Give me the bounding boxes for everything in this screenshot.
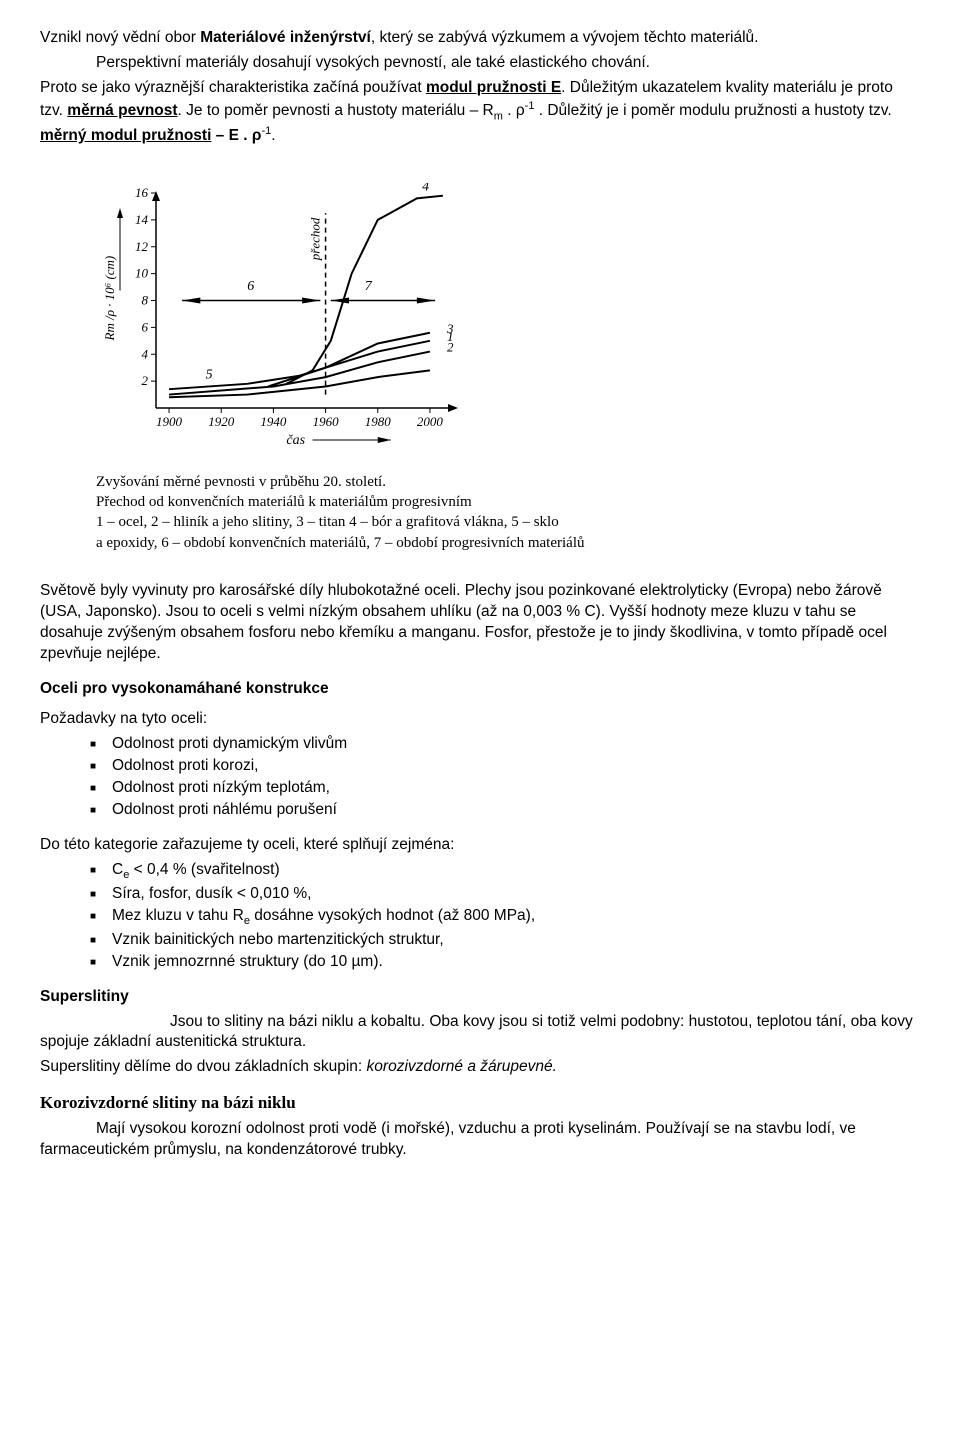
list-item: Vznik jemnozrnné struktury (do 10 µm). [112, 952, 920, 973]
term-merny-modul: měrný modul pružnosti [40, 127, 211, 144]
chart-svg: 2 4 6 8 10 12 14 16 1900 1920 1940 1960 1980 2000 čas R… [96, 183, 476, 453]
svg-text:čas: čas [286, 433, 305, 448]
t: Superslitiny dělíme do dvou základních s… [40, 1058, 367, 1075]
t: . Důležitý je i poměr modulu pružnosti a… [534, 102, 891, 119]
heading-superslitiny: Superslitiny [40, 987, 920, 1008]
svg-text:12: 12 [135, 239, 149, 254]
caption-l3: 1 – ocel, 2 – hliník a jeho slitiny, 3 –… [96, 512, 836, 532]
svg-text:1920: 1920 [208, 414, 235, 429]
t: . Je to poměr pevnosti a hustoty materiá… [178, 102, 494, 119]
svg-text:16: 16 [135, 185, 149, 200]
svg-text:10: 10 [135, 266, 149, 281]
svg-text:1900: 1900 [156, 414, 183, 429]
t: Mají vysokou korozní odolnost proti vodě… [40, 1120, 856, 1158]
svg-text:2: 2 [142, 373, 149, 388]
heading-koroziv: Korozivzdorné slitiny na bázi niklu [40, 1092, 920, 1115]
t: . ρ [503, 102, 525, 119]
svg-text:5: 5 [206, 367, 213, 382]
svg-text:1940: 1940 [260, 414, 287, 429]
list-item: Odolnost proti náhlému porušení [112, 800, 920, 821]
svg-text:Rm /ρ · 10⁶ (cm): Rm /ρ · 10⁶ (cm) [102, 256, 117, 342]
caption-l1: Zvyšování měrné pevnosti v průběhu 20. s… [96, 472, 836, 492]
chart-caption: Zvyšování měrné pevnosti v průběhu 20. s… [96, 472, 836, 553]
list-item: Vznik bainitických nebo martenzitických … [112, 930, 920, 951]
cat-list: Ce < 0,4 % (svařitelnost)Síra, fosfor, d… [40, 860, 920, 973]
chart-figure: 2 4 6 8 10 12 14 16 1900 1920 1940 1960 1980 2000 čas R… [96, 183, 920, 460]
req-intro: Požadavky na tyto oceli: [40, 709, 920, 730]
t: , který se zabývá výzkumem a vývojem těc… [371, 29, 759, 46]
svg-text:14: 14 [135, 212, 149, 227]
svg-text:1980: 1980 [365, 414, 392, 429]
svg-text:6: 6 [142, 319, 149, 334]
t: Proto se jako výraznější charakteristika… [40, 79, 426, 96]
cat-intro: Do této kategorie zařazujeme ty oceli, k… [40, 835, 920, 856]
para-4: Světově byly vyvinuty pro karosářské díl… [40, 581, 920, 665]
list-item: Mez kluzu v tahu Re dosáhne vysokých hod… [112, 906, 920, 929]
list-item: Síra, fosfor, dusík < 0,010 %, [112, 884, 920, 905]
t: – E . ρ [211, 127, 261, 144]
para-1: Vznikl nový vědní obor Materiálové inžen… [40, 28, 920, 49]
svg-text:7: 7 [365, 279, 373, 294]
svg-text:2000: 2000 [417, 414, 444, 429]
super-para-2: Superslitiny dělíme do dvou základních s… [40, 1057, 920, 1078]
sup: -1 [261, 125, 271, 137]
caption-l4: a epoxidy, 6 – období konvenčních materi… [96, 533, 836, 553]
term-merna-pevnost: měrná pevnost [67, 102, 177, 119]
svg-text:4: 4 [142, 346, 149, 361]
req-list: Odolnost proti dynamickým vlivůmOdolnost… [40, 734, 920, 821]
koroziv-para: Mají vysokou korozní odolnost proti vodě… [40, 1119, 920, 1161]
super-para: Jsou to slitiny na bázi niklu a kobaltu.… [40, 1012, 920, 1054]
t: . [271, 127, 275, 144]
heading-oceli: Oceli pro vysokonamáhané konstrukce [40, 679, 920, 700]
t-italic: korozivzdorné a žárupevné. [367, 1058, 557, 1075]
term-mat-ing: Materiálové inženýrství [200, 29, 371, 46]
list-item: Ce < 0,4 % (svařitelnost) [112, 860, 920, 883]
caption-l2: Přechod od konvenčních materiálů k mater… [96, 492, 836, 512]
sub: m [494, 110, 503, 122]
t: Vznikl nový vědní obor [40, 29, 200, 46]
list-item: Odolnost proti dynamickým vlivům [112, 734, 920, 755]
sup: -1 [525, 100, 535, 112]
svg-text:4: 4 [422, 183, 429, 194]
svg-text:6: 6 [247, 279, 254, 294]
svg-text:přechod: přechod [308, 217, 323, 261]
para-3: Proto se jako výraznější charakteristika… [40, 78, 920, 147]
term-modul-e: modul pružnosti E [426, 79, 561, 96]
list-item: Odolnost proti nízkým teplotám, [112, 778, 920, 799]
svg-text:1960: 1960 [313, 414, 340, 429]
svg-text:2: 2 [447, 340, 454, 355]
para-2: Perspektivní materiály dosahují vysokých… [40, 53, 920, 74]
t: Jsou to slitiny na bázi niklu a kobaltu.… [40, 1013, 913, 1051]
svg-text:8: 8 [142, 292, 149, 307]
list-item: Odolnost proti korozi, [112, 756, 920, 777]
